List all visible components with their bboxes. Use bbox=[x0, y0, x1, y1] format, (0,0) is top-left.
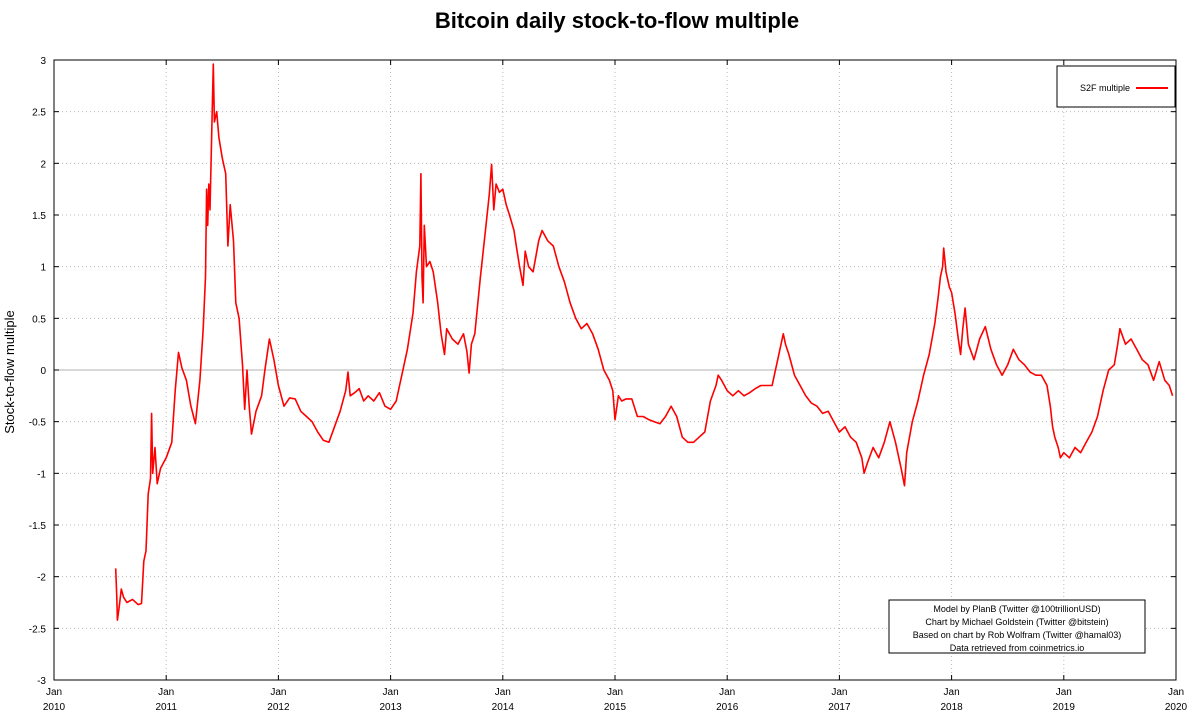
x-tick-label-month: Jan bbox=[158, 687, 174, 698]
credits-box: Model by PlanB (Twitter @100trillionUSD)… bbox=[888, 599, 1146, 654]
y-tick-label: 0.5 bbox=[32, 314, 46, 325]
y-tick-label: 2.5 bbox=[32, 108, 46, 119]
x-tick-label-year: 2011 bbox=[155, 702, 177, 713]
credit-line-data: Data retrieved from coinmetrics.io bbox=[950, 643, 1085, 653]
x-tick-label-month: Jan bbox=[495, 687, 511, 698]
x-tick-label-year: 2014 bbox=[492, 702, 515, 713]
y-tick-label: 1 bbox=[40, 263, 46, 274]
y-tick-label: -3 bbox=[37, 676, 46, 687]
x-tick-label-month: Jan bbox=[383, 687, 399, 698]
y-axis-label: Stock-to-flow multiple bbox=[2, 310, 17, 434]
credits-frame bbox=[888, 599, 1146, 654]
chart-title: Bitcoin daily stock-to-flow multiple bbox=[435, 8, 799, 33]
y-tick-label: 3 bbox=[40, 56, 46, 67]
x-tick-label-month: Jan bbox=[46, 687, 62, 698]
credit-line-based-on: Based on chart by Rob Wolfram (Twitter @… bbox=[913, 630, 1122, 640]
credit-line-chart: Chart by Michael Goldstein (Twitter @bit… bbox=[925, 617, 1108, 627]
y-tick-label: -2.5 bbox=[29, 624, 47, 635]
x-tick-label-year: 2016 bbox=[716, 702, 739, 713]
y-tick-label: -2 bbox=[37, 573, 46, 584]
y-tick-label: -1 bbox=[37, 469, 46, 480]
y-axis-ticks: -3 -2.5 -2 -1.5 -1 -0.5 0 0.5 1 1.5 2 2.5 3 bbox=[29, 56, 1176, 687]
x-tick-label-year: 2020 bbox=[1165, 702, 1188, 713]
x-tick-label-year: 2019 bbox=[1053, 702, 1076, 713]
y-tick-label: 1.5 bbox=[32, 211, 46, 222]
credit-line-model: Model by PlanB (Twitter @100trillionUSD) bbox=[933, 604, 1100, 614]
y-tick-label: 0 bbox=[40, 366, 46, 377]
x-tick-label-month: Jan bbox=[1168, 687, 1184, 698]
x-axis-ticks: Jan2010Jan2011Jan2012Jan2013Jan2014Jan20… bbox=[43, 60, 1188, 713]
legend-box bbox=[1056, 65, 1176, 108]
x-tick-label-year: 2010 bbox=[43, 702, 66, 713]
series-group bbox=[114, 63, 1174, 621]
x-tick-label-year: 2018 bbox=[940, 702, 963, 713]
y-tick-label: -0.5 bbox=[29, 418, 47, 429]
y-tick-label: 2 bbox=[40, 159, 46, 170]
legend: S2F multiple bbox=[1056, 65, 1176, 108]
x-tick-label-month: Jan bbox=[607, 687, 623, 698]
legend-label: S2F multiple bbox=[1080, 83, 1130, 93]
x-tick-label-year: 2012 bbox=[267, 702, 290, 713]
x-tick-label-month: Jan bbox=[270, 687, 286, 698]
x-tick-label-month: Jan bbox=[719, 687, 735, 698]
series-line-s2f-multiple bbox=[114, 63, 1174, 621]
x-tick-label-month: Jan bbox=[1056, 687, 1072, 698]
x-tick-label-month: Jan bbox=[831, 687, 847, 698]
x-tick-label-year: 2017 bbox=[828, 702, 851, 713]
x-tick-label-year: 2013 bbox=[379, 702, 402, 713]
grid bbox=[54, 60, 1176, 680]
y-tick-label: -1.5 bbox=[29, 521, 47, 532]
x-tick-label-month: Jan bbox=[944, 687, 960, 698]
x-tick-label-year: 2015 bbox=[604, 702, 627, 713]
